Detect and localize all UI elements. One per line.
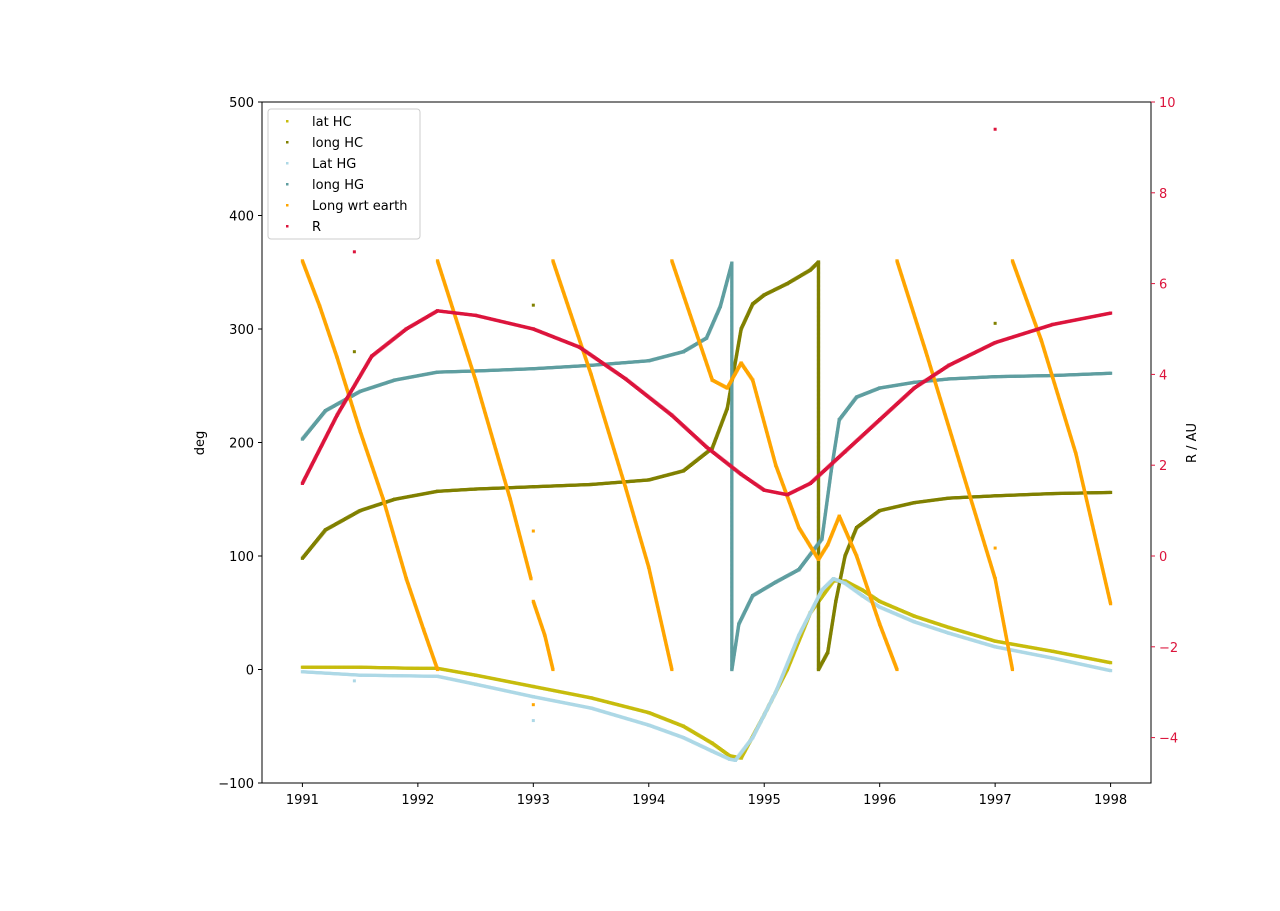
plot-area (300, 127, 1113, 762)
series-long-hg (300, 261, 1113, 672)
series-long-wrt-earth-point (551, 667, 555, 672)
series-lat-hc-point (1108, 661, 1113, 665)
series-long-hg-point (1108, 371, 1113, 375)
series-lat-hg-point (1108, 669, 1113, 673)
series-long-wrt-earth (300, 259, 1113, 672)
series-long-wrt-earth-point (670, 667, 674, 672)
series-long-wrt-earth-point (435, 667, 440, 672)
series-lat-hg (300, 577, 1113, 762)
series-lat-hc (300, 579, 1113, 760)
series-long-wrt-earth-point (529, 577, 533, 581)
series-long-hc (300, 260, 1113, 672)
series-long-hc-point (1108, 490, 1113, 495)
